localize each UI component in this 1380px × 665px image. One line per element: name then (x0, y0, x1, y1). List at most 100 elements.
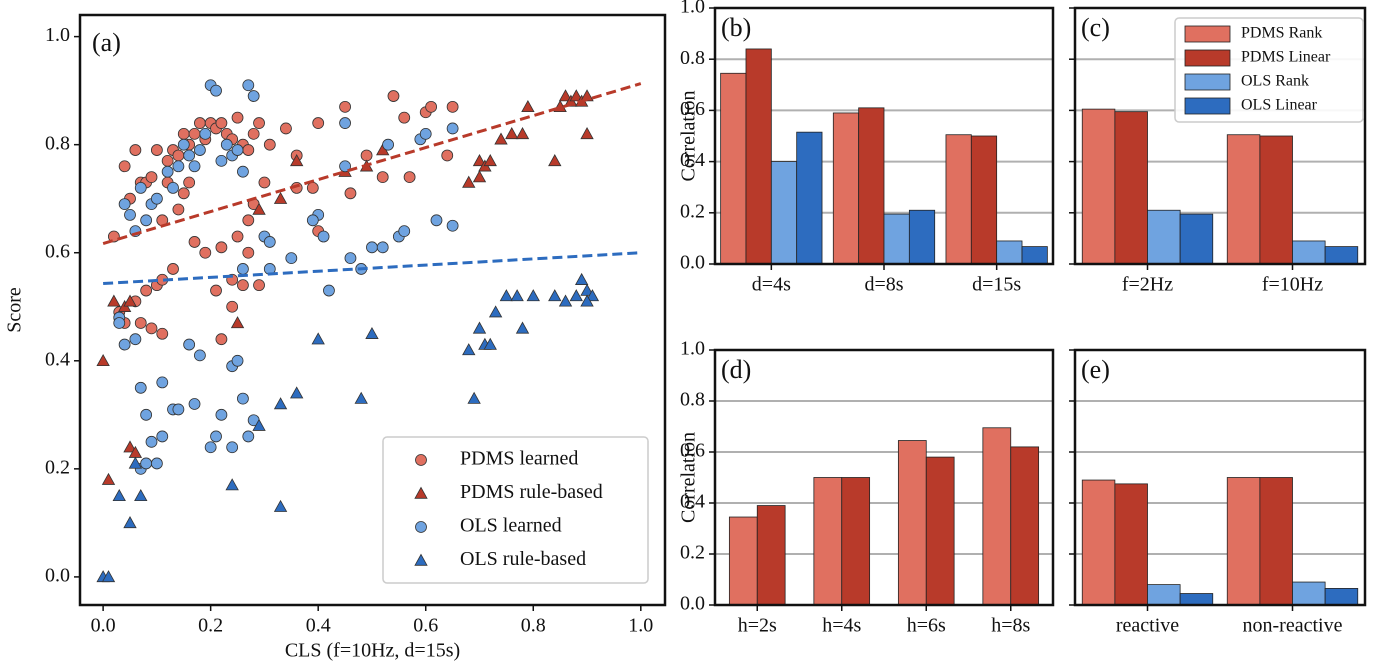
point (558, 294, 573, 307)
y-tick-label: 0.8 (45, 132, 70, 154)
y-tick-label: 1.0 (680, 338, 705, 360)
point (472, 170, 487, 183)
point (194, 144, 206, 156)
point (215, 241, 228, 254)
point (290, 154, 304, 167)
point (580, 294, 594, 307)
point (242, 246, 255, 259)
point (419, 127, 432, 140)
bar (897, 440, 927, 606)
point (183, 149, 196, 162)
point (140, 284, 153, 297)
bar (841, 477, 871, 606)
point (215, 117, 228, 129)
panel-label: (d) (721, 355, 751, 384)
point (225, 478, 239, 491)
y-tick-label: 1.0 (680, 0, 705, 18)
point (167, 181, 179, 194)
bar (770, 161, 798, 265)
point (425, 100, 438, 113)
point (172, 160, 185, 173)
bar (720, 72, 747, 265)
point (215, 154, 228, 167)
point (220, 138, 233, 151)
y-tick-label: 0.0 (45, 564, 70, 586)
point (306, 214, 319, 227)
point (446, 219, 459, 232)
point (242, 79, 255, 92)
legend-marker (415, 454, 427, 466)
point (161, 154, 174, 167)
y-tick-label: 0.2 (680, 542, 705, 564)
point (344, 252, 357, 265)
y-tick-label: 1.0 (45, 24, 70, 46)
point (107, 230, 120, 243)
point (569, 89, 583, 102)
bar (1147, 584, 1181, 606)
point (339, 100, 351, 113)
x-tick-label: d=15s (972, 274, 1021, 296)
panel-label: (c) (1081, 13, 1110, 42)
bar (945, 134, 972, 265)
legend-label: PDMS learned (460, 448, 578, 470)
legend-label: PDMS Rank (1241, 25, 1322, 42)
legend-swatch (1184, 97, 1231, 115)
point (204, 441, 217, 454)
point (285, 252, 298, 265)
bar (796, 131, 823, 265)
point (247, 90, 260, 102)
point (188, 398, 201, 410)
bar (1081, 479, 1116, 606)
point (231, 111, 244, 124)
x-tick-label: d=8s (864, 274, 903, 296)
bar (996, 240, 1023, 265)
point (311, 332, 325, 345)
point (172, 403, 185, 416)
point (510, 289, 524, 302)
point (548, 289, 562, 302)
x-tick-label: h=4s (822, 615, 861, 637)
y-tick-label: 0.4 (680, 149, 705, 171)
x-tick-label: non-reactive (1243, 615, 1343, 637)
point (258, 176, 271, 189)
point (194, 349, 206, 362)
point (226, 441, 239, 454)
point (210, 430, 222, 443)
point (188, 127, 201, 140)
bar (982, 427, 1012, 606)
trend-line (103, 251, 641, 286)
frame (1073, 6, 1367, 266)
point (113, 317, 126, 329)
point (231, 354, 244, 367)
bar (813, 477, 843, 606)
x-axis-label: CLS (f=10Hz, d=15s) (285, 640, 460, 662)
point (118, 198, 131, 211)
panel-label: (e) (1081, 355, 1110, 384)
y-tick-label: 0.6 (680, 98, 705, 120)
bar (728, 516, 758, 606)
point (237, 263, 249, 275)
point (252, 202, 266, 215)
bar (756, 505, 786, 606)
bar (1021, 246, 1048, 265)
y-tick-label: 0.2 (680, 200, 705, 222)
x-tick-label: 0.2 (198, 615, 223, 637)
bar (1259, 135, 1293, 265)
point (231, 144, 244, 156)
point (177, 138, 190, 151)
point (145, 171, 158, 183)
point (360, 149, 373, 162)
point (118, 160, 131, 173)
point (569, 289, 583, 302)
bar (1292, 581, 1326, 606)
point (317, 230, 330, 243)
legend-label: OLS Rank (1241, 73, 1309, 90)
point (107, 294, 121, 307)
point (548, 154, 562, 167)
point (398, 111, 411, 124)
point (123, 440, 137, 453)
point (376, 171, 389, 183)
point (183, 338, 196, 351)
point (403, 171, 416, 183)
